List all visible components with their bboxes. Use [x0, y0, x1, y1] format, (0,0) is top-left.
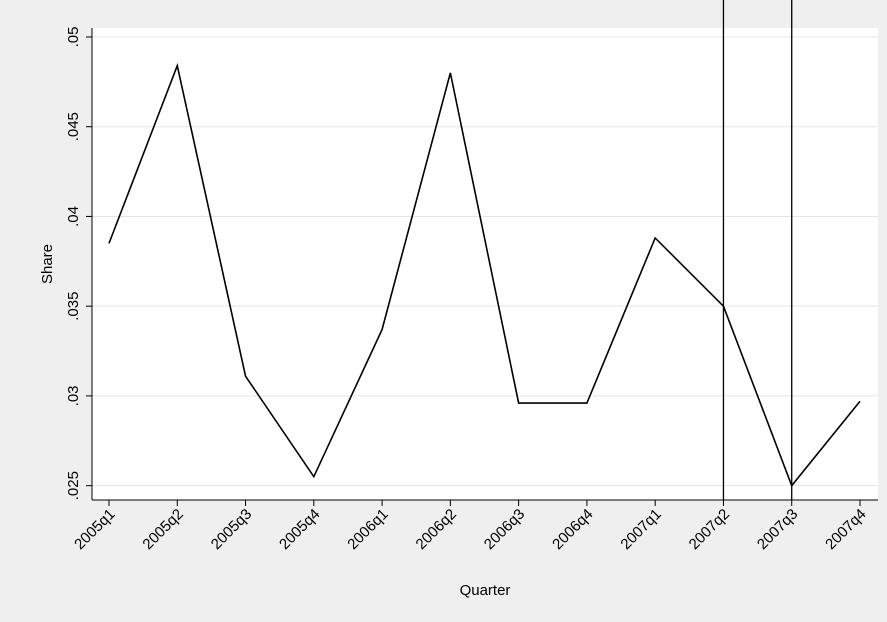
- y-axis-title: Share: [39, 244, 56, 284]
- line-series: [108, 62, 861, 488]
- y-tick-label: .05: [65, 27, 82, 48]
- plot-area: [92, 28, 878, 500]
- y-tick-label: .035: [65, 292, 82, 321]
- y-tick-label: .03: [65, 385, 82, 406]
- x-axis-title: Quarter: [460, 582, 511, 599]
- y-tick-label: .045: [65, 112, 82, 141]
- y-tick-label: .04: [65, 206, 82, 227]
- y-tick-label: .025: [65, 471, 82, 500]
